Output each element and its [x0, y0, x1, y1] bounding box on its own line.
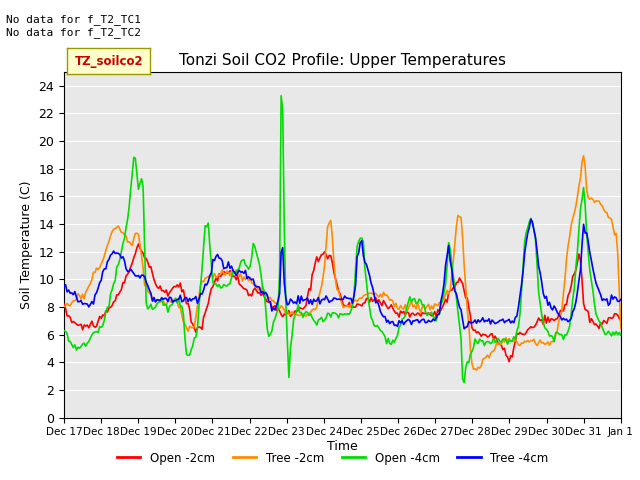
Y-axis label: Soil Temperature (C): Soil Temperature (C): [20, 180, 33, 309]
Title: Tonzi Soil CO2 Profile: Upper Temperatures: Tonzi Soil CO2 Profile: Upper Temperatur…: [179, 53, 506, 68]
X-axis label: Time: Time: [327, 440, 358, 453]
Legend: Open -2cm, Tree -2cm, Open -4cm, Tree -4cm: Open -2cm, Tree -2cm, Open -4cm, Tree -4…: [112, 447, 554, 469]
Text: TZ_soilco2: TZ_soilco2: [74, 55, 143, 68]
Text: No data for f_T2_TC1
No data for f_T2_TC2: No data for f_T2_TC1 No data for f_T2_TC…: [6, 14, 141, 38]
